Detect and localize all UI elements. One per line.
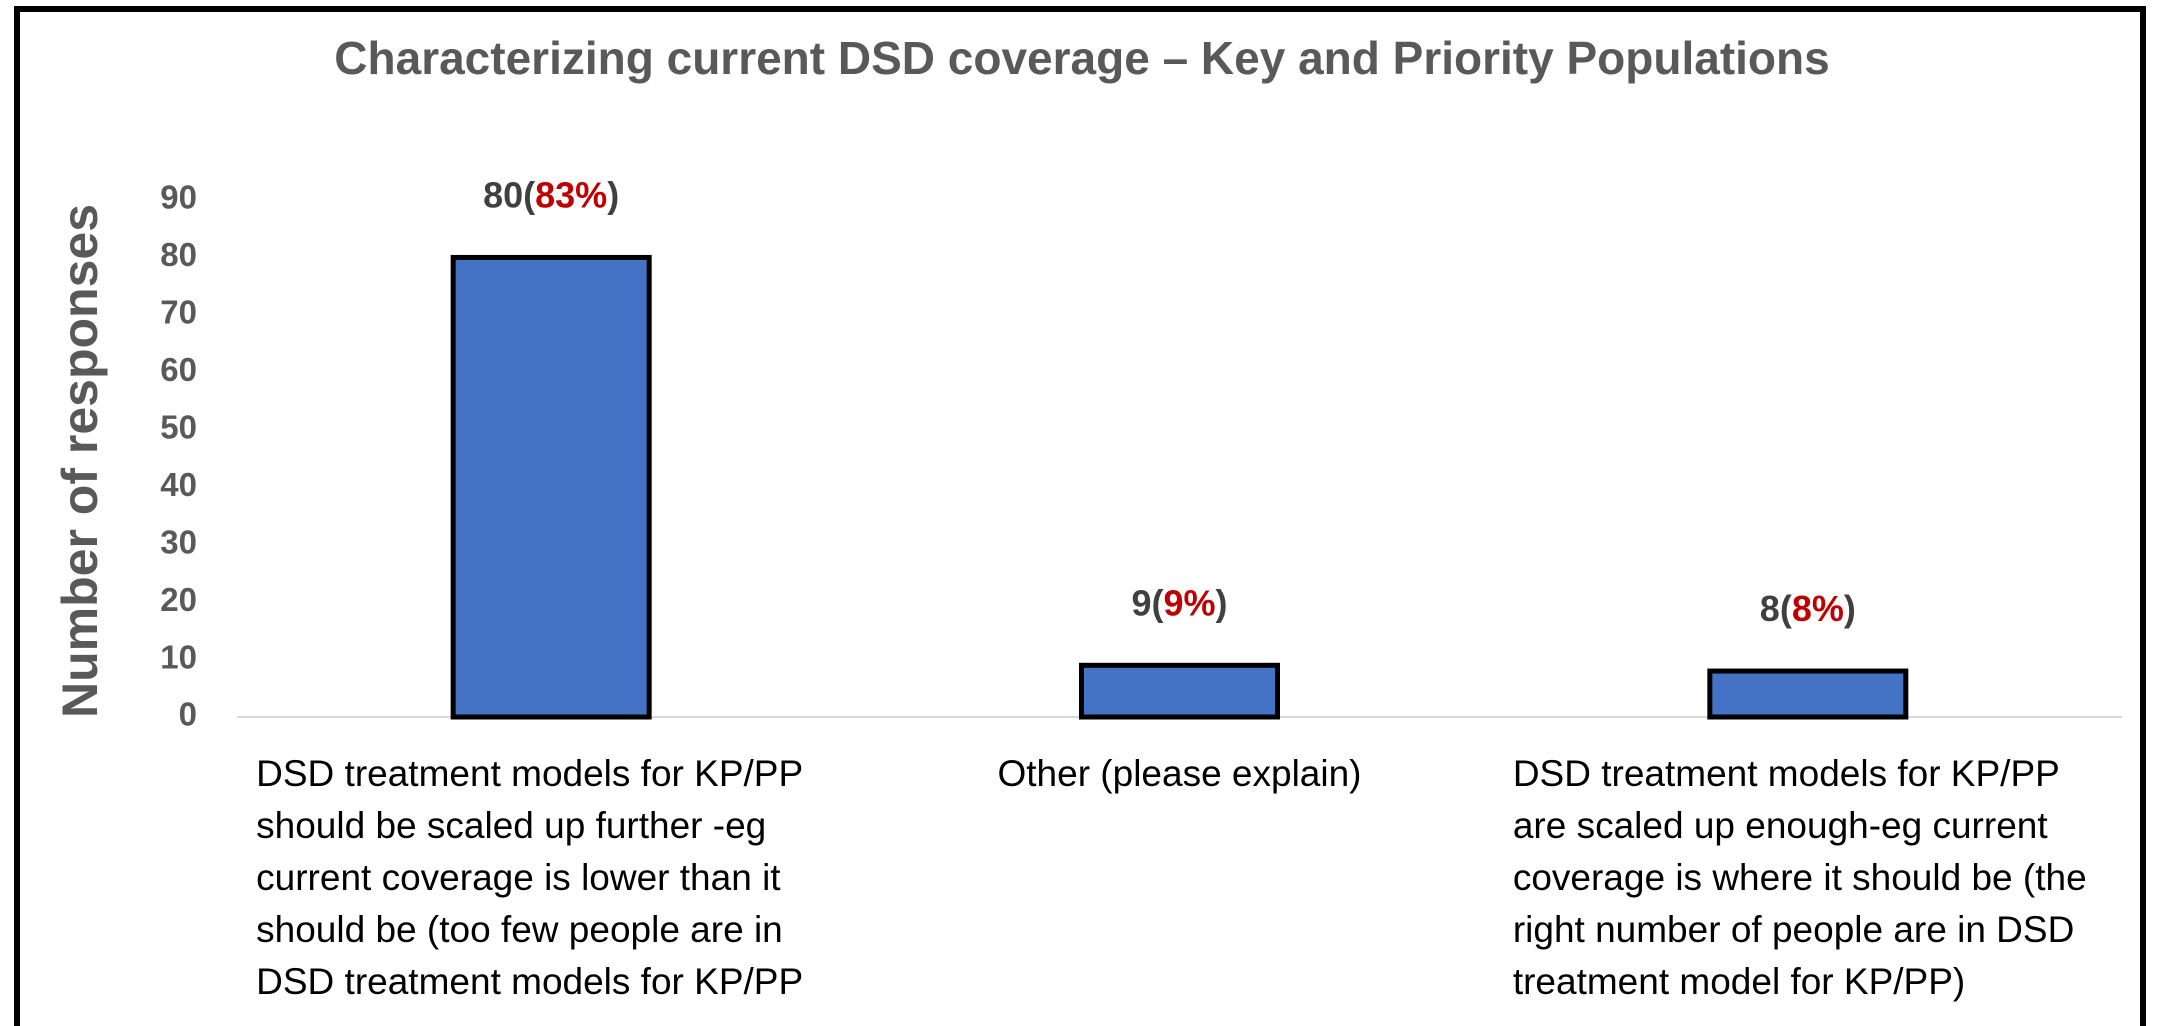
x-tick-label: DSD treatment models for KP/PP are scale… xyxy=(1512,753,2087,1002)
y-tick-label: 70 xyxy=(160,294,197,331)
y-tick-label: 50 xyxy=(160,408,197,445)
data-label-part: 9% xyxy=(1163,582,1215,623)
data-label: 9(9%) xyxy=(1131,582,1227,623)
bar xyxy=(450,254,652,720)
y-tick-label: 0 xyxy=(179,696,197,733)
y-tick-label: 20 xyxy=(160,581,197,618)
bar xyxy=(1079,662,1280,720)
y-tick-label: 90 xyxy=(160,179,197,216)
y-axis-label: Number of responses xyxy=(52,204,108,718)
x-tick-label: Other (please explain) xyxy=(997,753,1362,794)
y-tick-label: 10 xyxy=(160,638,197,675)
data-label-part: ) xyxy=(1844,588,1856,629)
data-label: 80(83%) xyxy=(483,174,619,215)
y-tick-label: 30 xyxy=(160,523,197,560)
y-tick-label: 40 xyxy=(160,466,197,503)
data-label: 8(8%) xyxy=(1760,588,1856,629)
data-label-part: 80( xyxy=(483,174,535,215)
data-label-part: 83% xyxy=(535,174,607,215)
y-tick-label: 60 xyxy=(160,351,197,388)
chart-title: Characterizing current DSD coverage – Ke… xyxy=(334,32,1829,84)
data-label-part: 8% xyxy=(1792,588,1844,629)
bar xyxy=(1707,668,1909,720)
data-label-part: ) xyxy=(607,174,619,215)
x-tick-label: DSD treatment models for KP/PP should be… xyxy=(256,753,804,1002)
frame-border xyxy=(14,6,2146,1026)
data-label-part: 9( xyxy=(1131,582,1163,623)
data-label-part: ) xyxy=(1216,582,1228,623)
data-label-part: 8( xyxy=(1760,588,1792,629)
y-tick-label: 80 xyxy=(160,236,197,273)
